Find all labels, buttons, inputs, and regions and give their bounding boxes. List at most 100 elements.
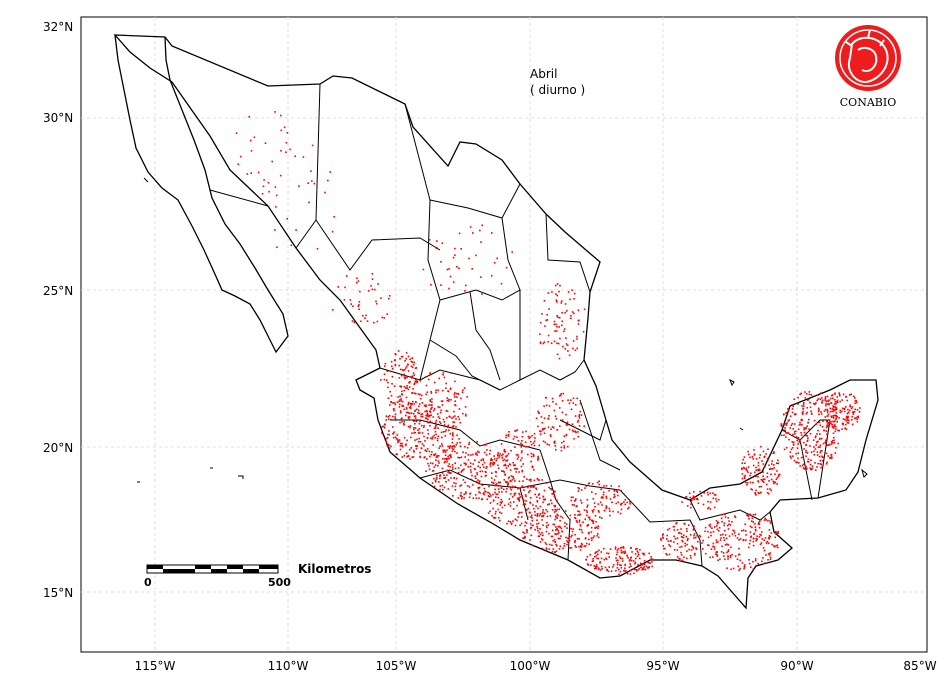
hotspot-dot: [673, 529, 676, 531]
hotspot-dot: [537, 494, 540, 496]
hotspot-dot: [829, 421, 831, 424]
hotspot-dot: [504, 504, 506, 507]
hotspot-dot: [608, 489, 610, 492]
hotspot-dot: [636, 569, 638, 572]
hotspot-dot: [505, 436, 507, 439]
hotspot-dot: [413, 403, 415, 405]
hotspot-dot: [545, 397, 547, 399]
hotspot-dot: [817, 398, 820, 400]
hotspot-dot: [439, 475, 441, 477]
hotspot-dot: [824, 441, 826, 444]
hotspot-dot: [526, 508, 528, 511]
hotspot-dot: [413, 382, 416, 384]
hotspot-dot: [624, 567, 626, 569]
hotspot-dot: [595, 564, 598, 566]
hotspot-dot: [538, 514, 541, 517]
hotspot-dot: [567, 541, 569, 543]
hotspot-dot: [686, 550, 688, 552]
hotspot-dot: [470, 454, 472, 456]
hotspot-dot: [709, 508, 712, 510]
hotspot-dot: [418, 437, 420, 440]
hotspot-dot: [573, 312, 575, 315]
hotspot-dot: [454, 404, 456, 406]
hotspot-dot: [458, 267, 460, 269]
hotspot-dot: [836, 399, 839, 402]
hotspot-dot: [414, 410, 416, 412]
hotspot-dot: [712, 530, 715, 533]
hotspot-dot: [580, 529, 583, 531]
hotspot-dot: [666, 538, 668, 540]
hotspot-dot: [429, 372, 431, 374]
hotspot-dot: [487, 512, 490, 514]
hotspot-dot: [493, 462, 496, 465]
hotspot-dot: [489, 493, 491, 495]
hotspot-dot: [421, 443, 424, 445]
hotspot-dot: [832, 408, 835, 410]
hotspot-dot: [408, 417, 410, 420]
hotspot-dot: [585, 485, 587, 487]
hotspot-dot: [434, 421, 437, 424]
hotspot-dot: [668, 553, 671, 556]
hotspot-dot: [834, 430, 837, 433]
hotspot-dot: [415, 408, 418, 411]
hotspot-dot: [507, 465, 509, 467]
hotspot-dot: [399, 448, 402, 451]
hotspot-dot: [579, 524, 582, 526]
hotspot-dot: [541, 429, 544, 431]
hotspot-dot: [375, 302, 378, 305]
hotspot-dot: [833, 403, 836, 405]
hotspot-dot: [316, 248, 319, 250]
hotspot-dot: [541, 539, 544, 541]
hotspot-dot: [793, 423, 796, 425]
hotspot-dot: [371, 278, 374, 280]
hotspot-dot: [642, 567, 644, 570]
hotspot-dot: [754, 559, 757, 562]
hotspot-dot: [447, 426, 449, 429]
hotspot-dot: [556, 326, 558, 328]
hotspot-dot: [770, 452, 773, 455]
hotspot-dot: [497, 508, 500, 511]
hotspot-dot: [584, 537, 587, 539]
hotspot-dot: [810, 394, 813, 396]
hotspot-dot: [422, 268, 425, 271]
hotspot-dot: [523, 537, 525, 540]
hotspot-dot: [449, 472, 451, 474]
hotspot-dot: [406, 385, 408, 387]
baja-california-outline: [114, 34, 289, 354]
hotspot-dot: [537, 529, 539, 532]
hotspot-dot: [559, 394, 562, 396]
hotspot-dot: [574, 404, 577, 406]
hotspot-dot: [527, 485, 530, 487]
hotspot-dot: [702, 548, 704, 550]
hotspot-dot: [601, 486, 603, 489]
hotspot-dot: [419, 397, 422, 400]
hotspot-dot: [768, 480, 770, 482]
hotspot-dot: [555, 529, 557, 531]
hotspot-dot: [762, 478, 765, 480]
hotspot-dot: [385, 379, 388, 381]
hotspot-dot: [547, 292, 550, 294]
hotspot-dot: [518, 498, 520, 501]
hotspot-dot: [276, 246, 278, 248]
hotspot-dot: [692, 529, 695, 531]
hotspot-dot: [539, 528, 541, 530]
hotspot-dot: [428, 465, 430, 467]
hotspot-dot: [535, 488, 538, 491]
hotspot-dot: [409, 405, 412, 408]
hotspot-dot: [810, 412, 813, 415]
hotspot-dot: [790, 424, 793, 427]
hotspot-dot: [745, 467, 748, 470]
hotspot-dot: [392, 402, 394, 404]
hotspot-dot: [403, 386, 406, 388]
hotspot-dot: [526, 478, 528, 480]
hotspot-dot: [402, 445, 404, 448]
hotspot-dot: [794, 430, 797, 432]
hotspot-dot: [520, 446, 523, 448]
hotspot-dot: [763, 549, 766, 552]
hotspot-dot: [620, 549, 623, 552]
hotspot-dot: [643, 552, 645, 555]
hotspot-dot: [455, 444, 457, 446]
hotspot-dot: [492, 464, 494, 466]
hotspot-dot: [818, 421, 820, 424]
hotspot-dot: [477, 465, 479, 467]
